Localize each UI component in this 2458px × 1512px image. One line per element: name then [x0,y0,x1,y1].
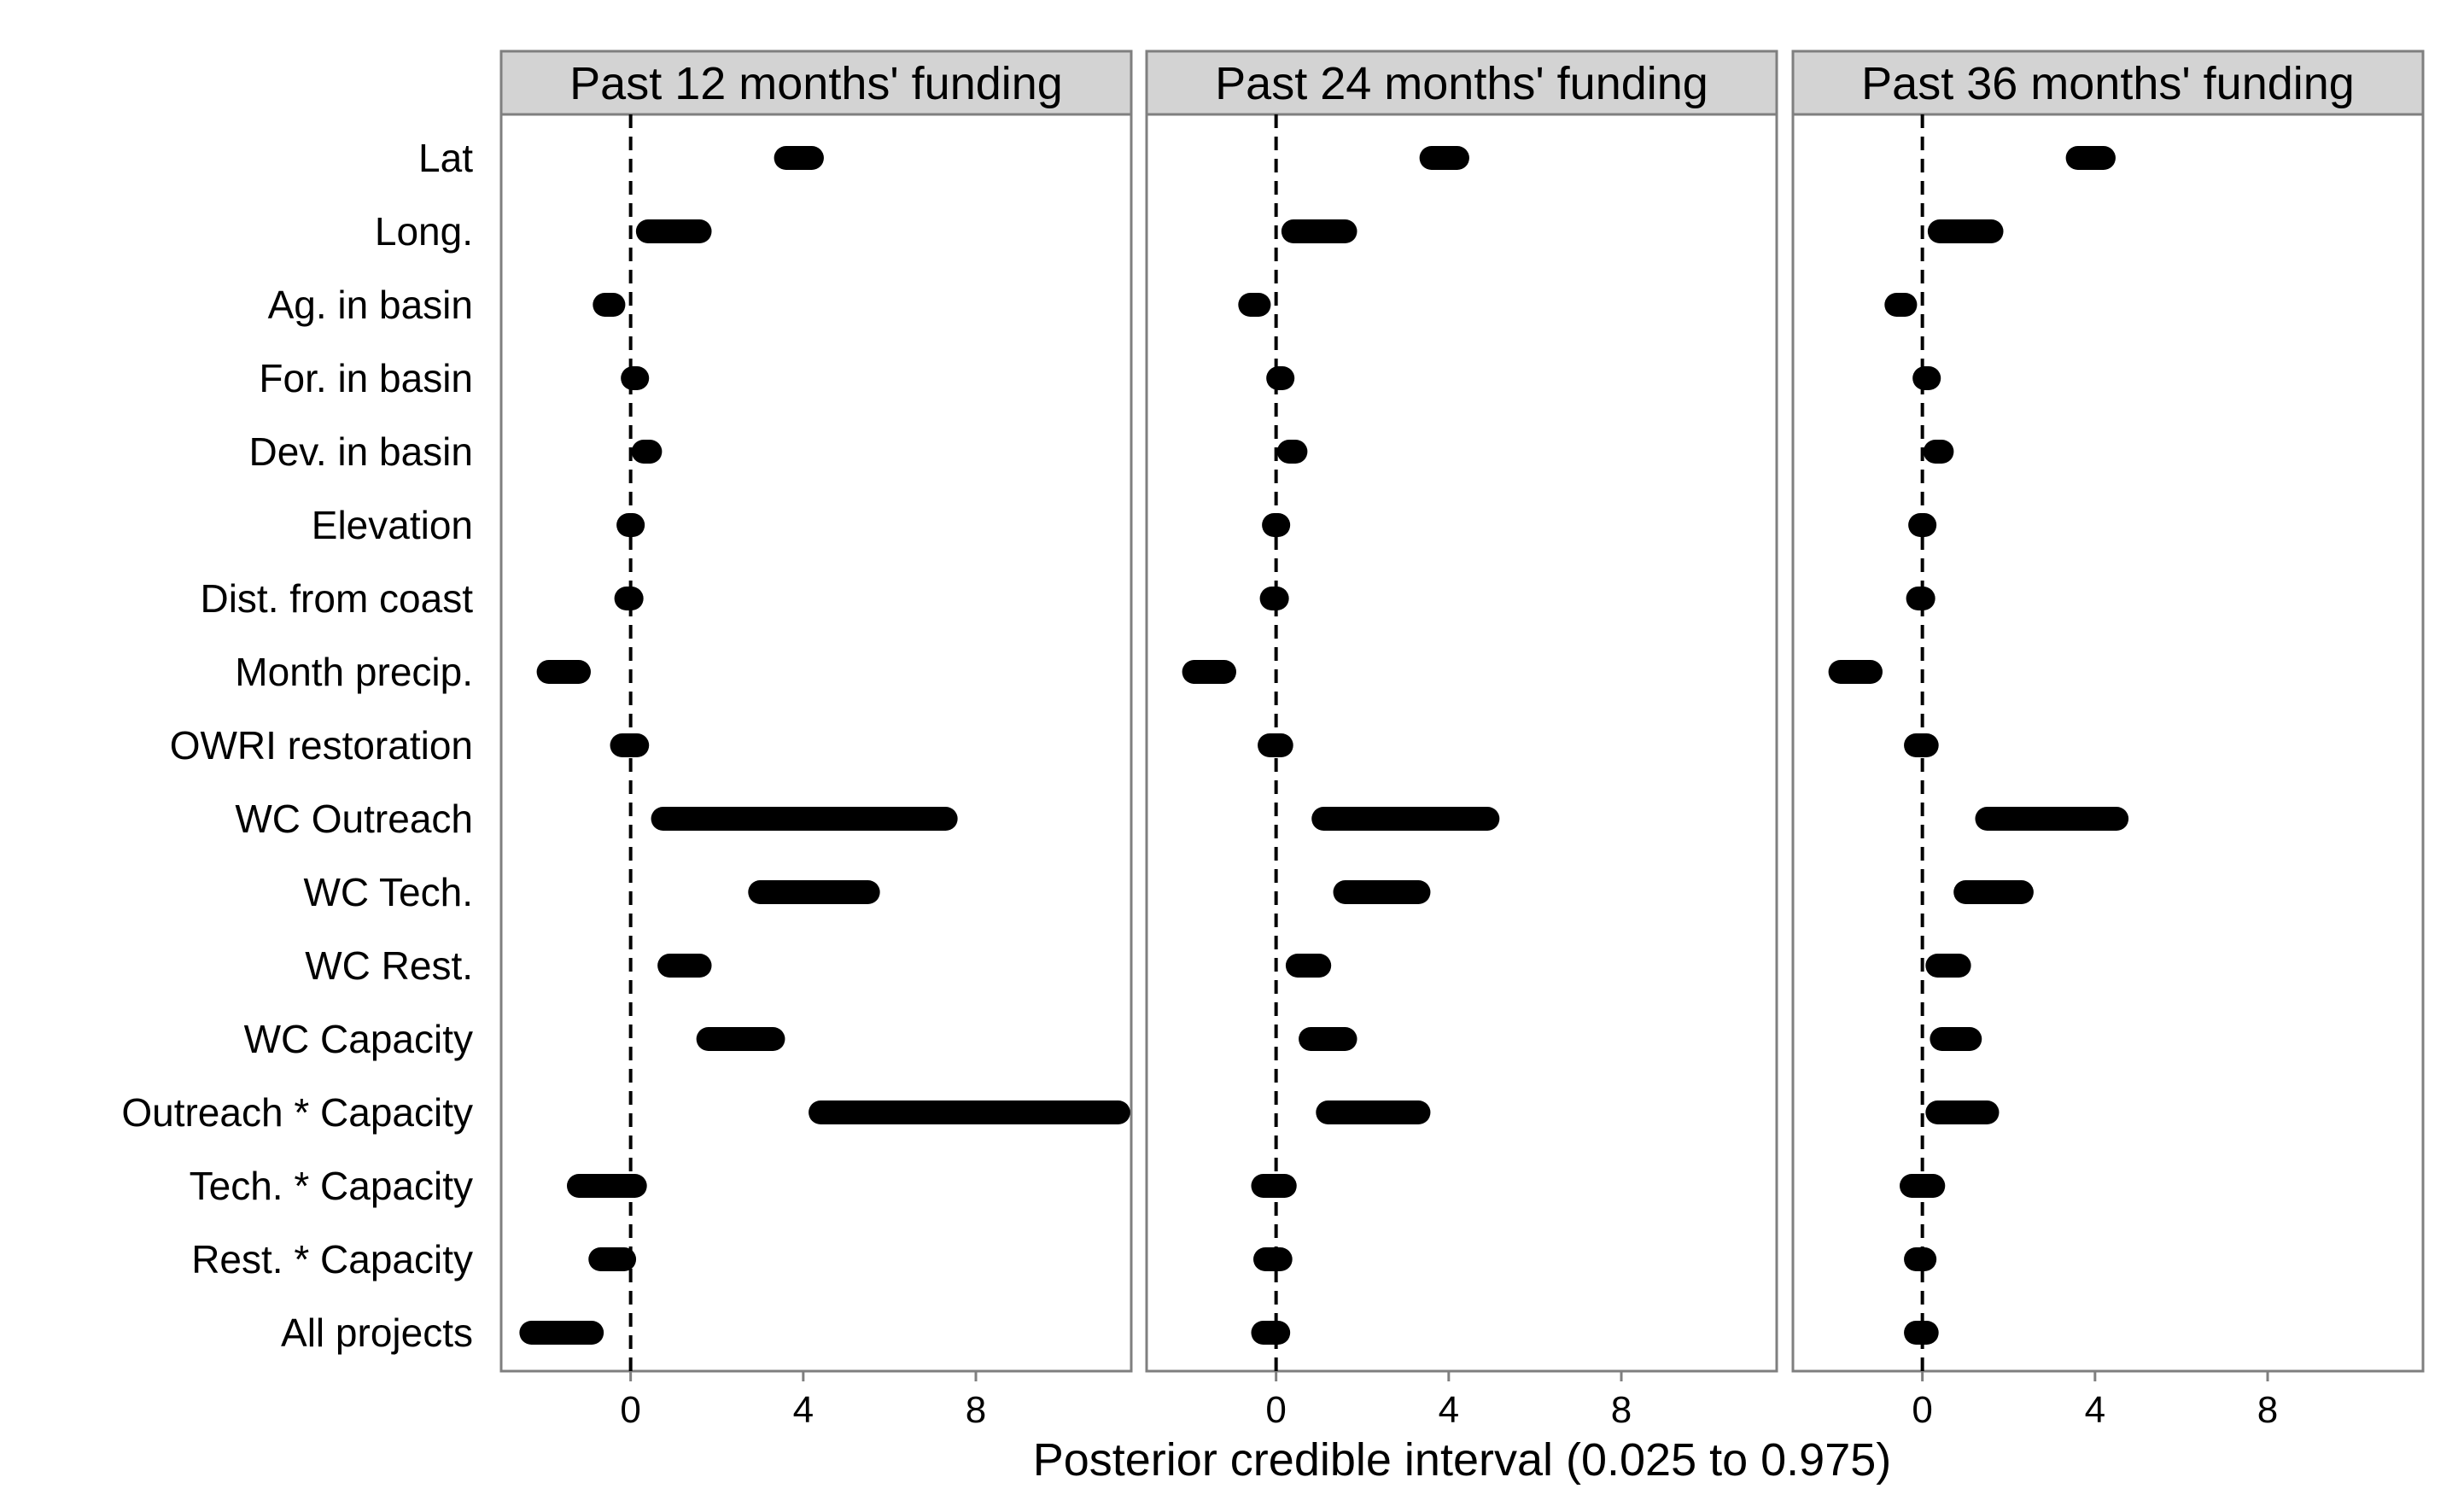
panel-title: Past 36 months' funding [1861,58,2355,109]
panel-frame [1145,113,1778,1373]
row-label: Tech. * Capacity [190,1164,473,1208]
panel-frame [1791,113,2425,1373]
row-label: WC Rest. [305,943,473,988]
row-label: WC Tech. [303,870,473,914]
row-label: Dist. from coast [200,576,473,621]
row-label: All projects [281,1311,473,1355]
row-label: Elevation [312,503,473,547]
x-tick-label: 8 [1611,1389,1632,1431]
row-label: Long. [375,209,473,254]
row-label: Rest. * Capacity [191,1237,473,1281]
row-label: Ag. in basin [268,283,473,327]
row-label: Dev. in basin [248,429,473,474]
panel-frame [499,113,1133,1373]
row-label: For. in basin [259,356,473,400]
x-tick-label: 8 [966,1389,986,1431]
panel-title: Past 12 months' funding [569,58,1063,109]
x-tick-label: 4 [2085,1389,2105,1431]
row-label: Lat [418,136,473,180]
row-label: Month precip. [235,650,473,694]
x-axis-title: Posterior credible interval (0.025 to 0.… [1033,1434,1892,1486]
panel-strip [1791,50,2425,116]
x-tick-label: 0 [1912,1389,1932,1431]
row-label: Outreach * Capacity [121,1090,473,1135]
panel-strip [1145,50,1778,116]
row-label: WC Outreach [235,797,473,841]
x-tick-label: 0 [620,1389,640,1431]
x-tick-label: 0 [1265,1389,1286,1431]
x-tick-label: 4 [1439,1389,1459,1431]
panel-strip [499,50,1133,116]
panel-title: Past 24 months' funding [1215,58,1708,109]
x-tick-label: 4 [793,1389,814,1431]
row-label: OWRI restoration [170,723,473,768]
x-tick-label: 8 [2257,1389,2278,1431]
row-label: WC Capacity [244,1017,473,1061]
